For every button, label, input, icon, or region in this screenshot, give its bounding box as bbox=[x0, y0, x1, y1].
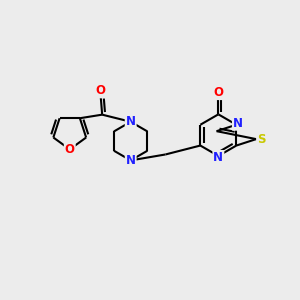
Text: O: O bbox=[96, 84, 106, 98]
Text: O: O bbox=[65, 143, 75, 156]
Text: N: N bbox=[126, 115, 136, 128]
Text: N: N bbox=[213, 151, 224, 164]
Text: N: N bbox=[233, 117, 243, 130]
Text: O: O bbox=[213, 86, 224, 99]
Text: N: N bbox=[126, 154, 136, 167]
Text: S: S bbox=[257, 133, 266, 146]
